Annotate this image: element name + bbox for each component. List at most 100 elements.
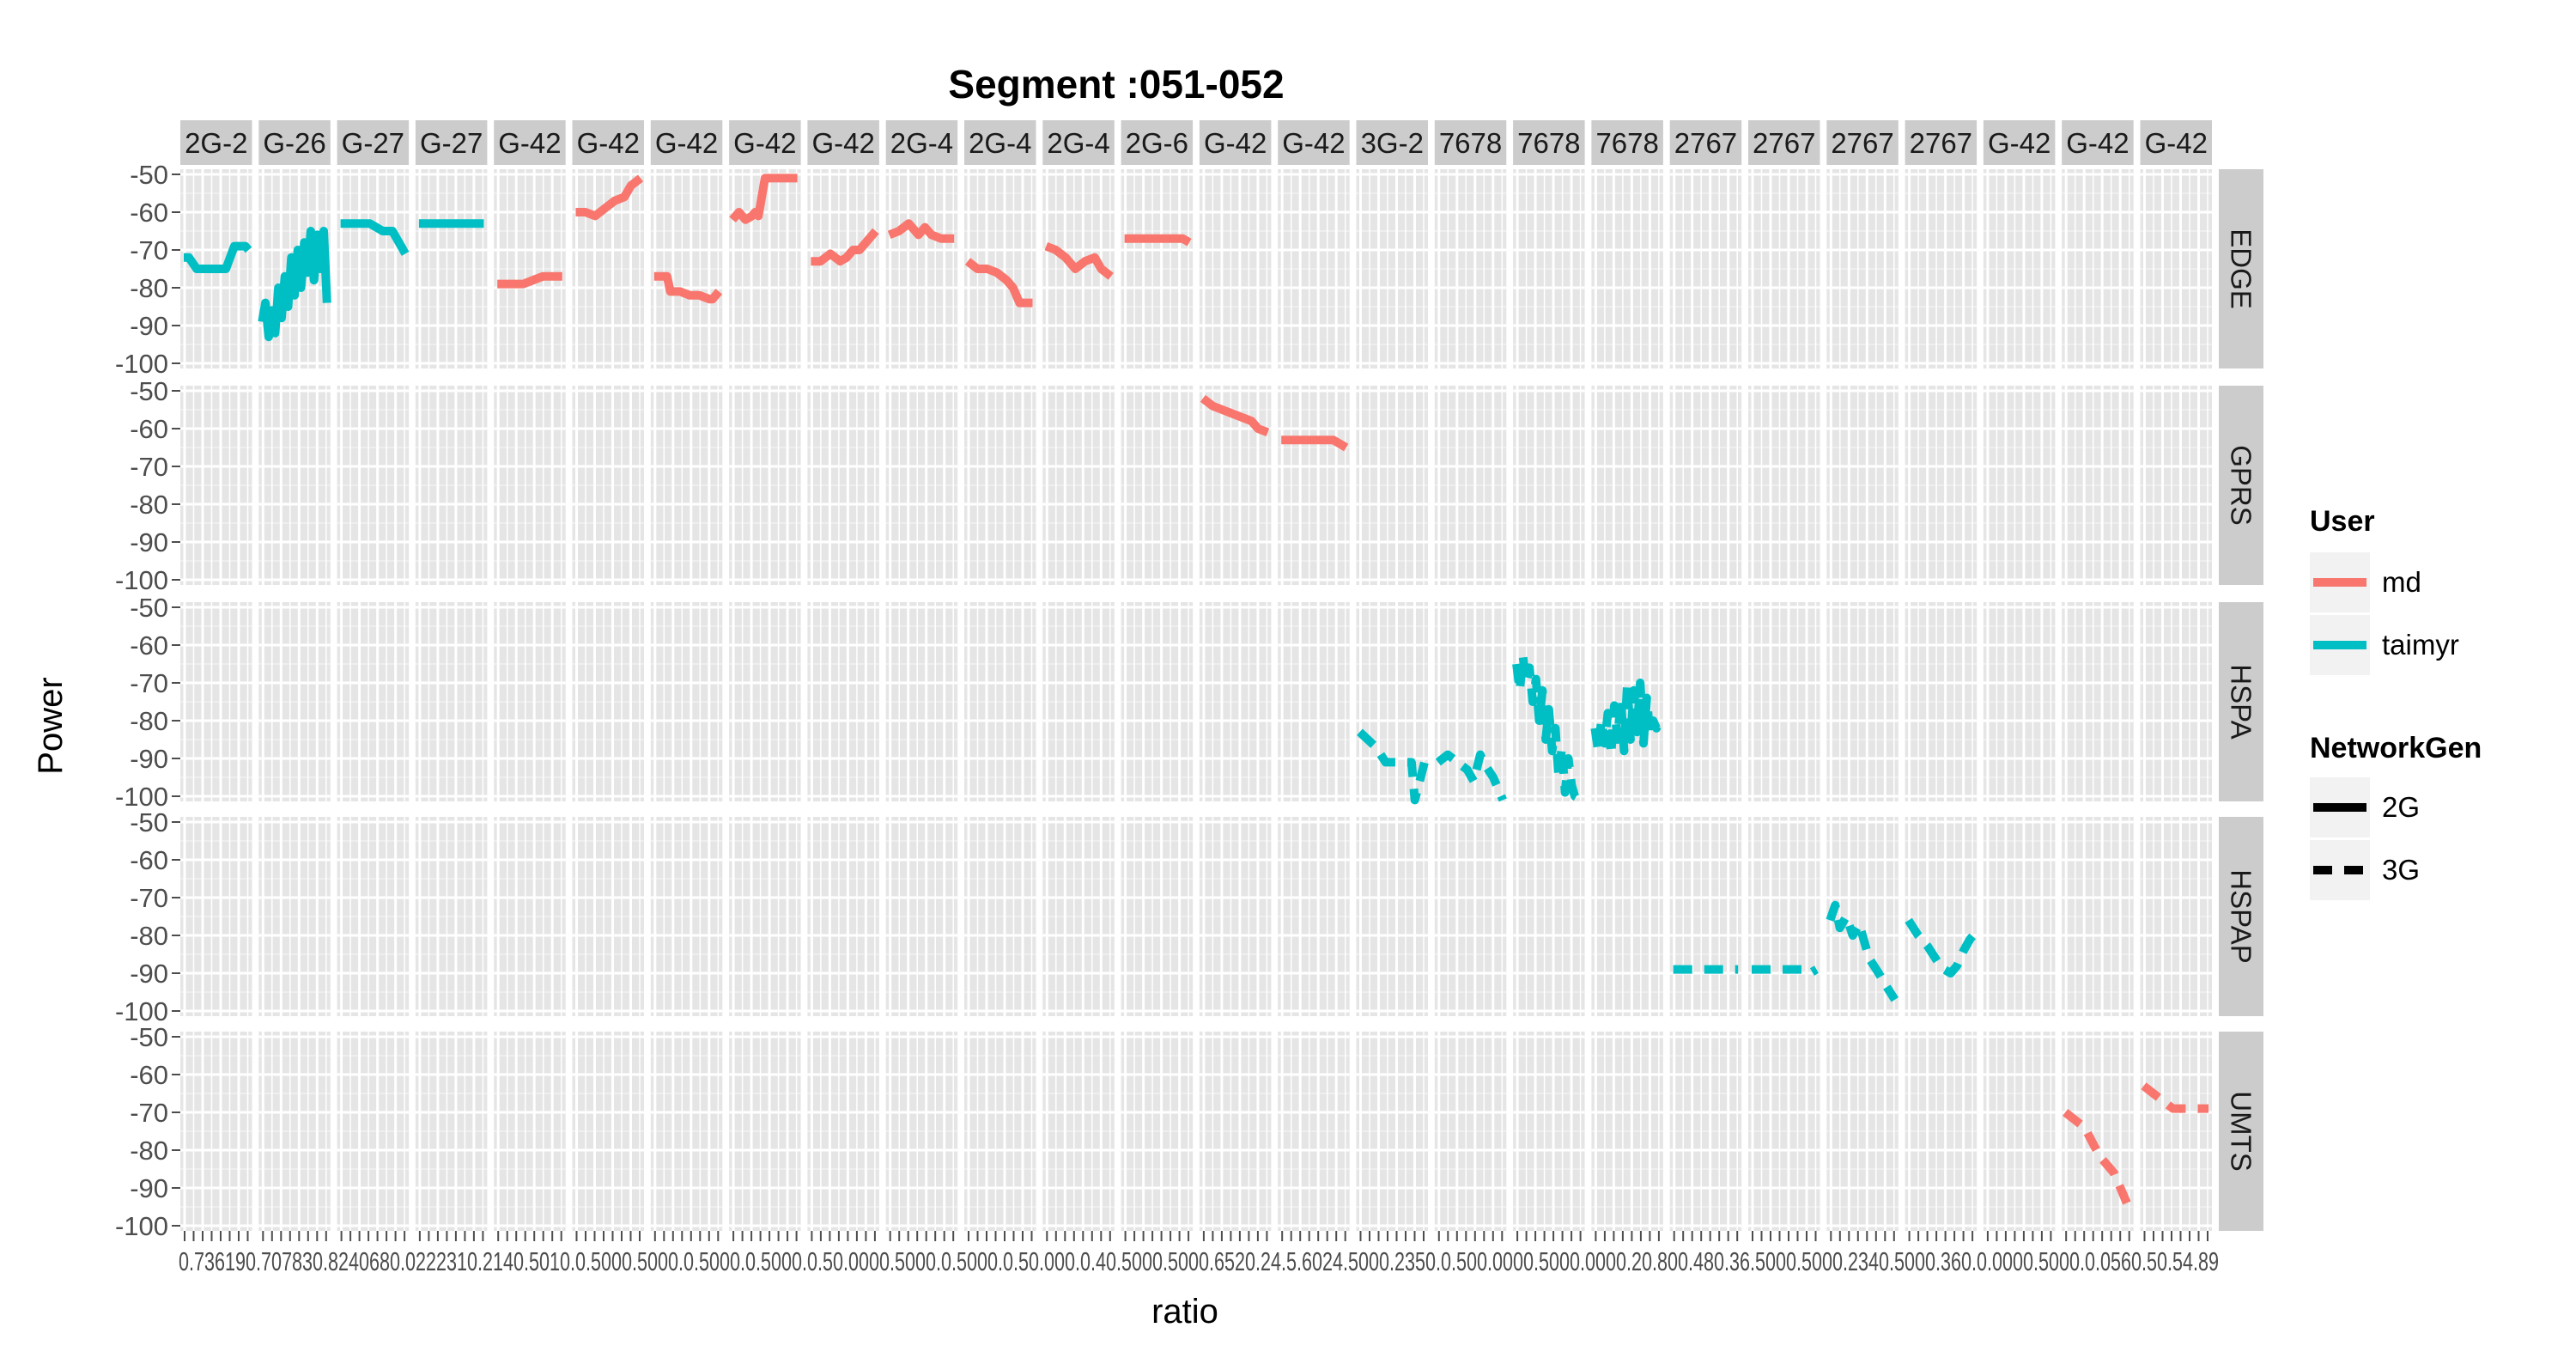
y-tick-label: -70 bbox=[130, 883, 168, 913]
column-strip-label: G-27 bbox=[342, 127, 404, 159]
y-tick-label: -70 bbox=[130, 1098, 168, 1128]
column-strip bbox=[1434, 120, 1507, 165]
series-line-md-2G bbox=[497, 271, 562, 289]
column-strip bbox=[1513, 120, 1585, 165]
column-strip bbox=[1983, 120, 2056, 165]
column-strip-label: 7678 bbox=[1439, 127, 1502, 159]
x-tick-labels: 0.736190.707830.8240680.0222310.2140.501… bbox=[179, 1246, 2219, 1276]
legend-label-md: md bbox=[2382, 566, 2421, 598]
y-tick-label: -80 bbox=[130, 490, 168, 520]
series-line-md-2G bbox=[1281, 435, 1349, 452]
column-strip bbox=[572, 120, 644, 165]
y-tick-label: -60 bbox=[130, 1060, 168, 1090]
row-strip bbox=[2219, 386, 2263, 585]
legend-title-user: User bbox=[2310, 505, 2375, 538]
y-tick-label: -90 bbox=[130, 1173, 168, 1203]
series-line-md-2G bbox=[1124, 234, 1192, 247]
column-strip bbox=[415, 120, 488, 165]
column-strip-label: G-42 bbox=[655, 127, 718, 159]
strips-layer: 2G-2 G-26 G-27 G-27 G-42 G-42 G-42 G-42 G-42 2G-4… bbox=[180, 120, 2263, 1231]
row-strip-label: HSPA bbox=[2226, 664, 2257, 739]
y-tick-label: -100 bbox=[115, 996, 168, 1026]
series-layer bbox=[184, 174, 2208, 1213]
series-line-taimyr-3G bbox=[1752, 965, 1820, 977]
series-line-taimyr-3G bbox=[1512, 652, 1584, 804]
column-strip bbox=[337, 120, 410, 165]
column-strip bbox=[494, 120, 566, 165]
y-axis: -50-60-70-80-90-100-50-60-70-80-90-100-5… bbox=[115, 160, 180, 1241]
y-tick-label: -70 bbox=[130, 668, 168, 698]
y-tick-label: -80 bbox=[130, 1136, 168, 1166]
legend-label-2G: 2G bbox=[2382, 791, 2420, 823]
column-strip bbox=[2062, 120, 2134, 165]
series-line-taimyr-3G bbox=[1826, 900, 1899, 1002]
column-strip-label: G-42 bbox=[2145, 127, 2208, 159]
row-strip-label: GPRS bbox=[2226, 445, 2257, 526]
column-strip bbox=[807, 120, 879, 165]
series-line-taimyr-3G bbox=[1590, 679, 1664, 759]
y-axis-title: Power bbox=[32, 677, 70, 774]
column-strip-label: 3G-2 bbox=[1361, 127, 1424, 159]
column-strip-label: G-27 bbox=[420, 127, 483, 159]
y-tick-label: -60 bbox=[130, 198, 168, 228]
column-strip-label: G-42 bbox=[577, 127, 640, 159]
series-line-taimyr-3G bbox=[1435, 750, 1507, 802]
column-strip-label: G-42 bbox=[498, 127, 561, 159]
y-tick-label: -100 bbox=[115, 1211, 168, 1241]
column-strip-label: G-42 bbox=[1988, 127, 2050, 159]
series-line-md-3G bbox=[2063, 1109, 2135, 1213]
column-strip bbox=[1905, 120, 1978, 165]
row-strip-label: UMTS bbox=[2226, 1091, 2257, 1172]
row-strip-label: HSPAP bbox=[2226, 869, 2257, 963]
y-tick-label: -90 bbox=[130, 959, 168, 989]
column-strip bbox=[1591, 120, 1663, 165]
column-strip bbox=[1748, 120, 1820, 165]
column-strip bbox=[1356, 120, 1428, 165]
legend-title-networkgen: NetworkGen bbox=[2310, 732, 2482, 764]
x-axis-title: ratio bbox=[1151, 1293, 1218, 1331]
column-strip bbox=[1042, 120, 1115, 165]
y-tick-label: -70 bbox=[130, 452, 168, 482]
chart-title: Segment :051-052 bbox=[948, 62, 1284, 107]
y-tick-label: -50 bbox=[130, 376, 168, 406]
column-strip-label: 2G-4 bbox=[969, 127, 1031, 159]
column-strip bbox=[729, 120, 801, 165]
y-tick-label: -90 bbox=[130, 311, 168, 341]
column-strip-label: G-42 bbox=[811, 127, 874, 159]
column-strip-label: 2G-4 bbox=[1047, 127, 1109, 159]
column-strip-label: 2767 bbox=[1910, 127, 1972, 159]
column-strip bbox=[2140, 120, 2212, 165]
column-strip bbox=[1826, 120, 1899, 165]
column-strip bbox=[180, 120, 252, 165]
column-strip-label: 7678 bbox=[1517, 127, 1580, 159]
series-line-md-3G bbox=[2141, 1082, 2208, 1113]
column-strip-label: 2767 bbox=[1674, 127, 1737, 159]
column-strip bbox=[650, 120, 723, 165]
row-strip bbox=[2219, 602, 2263, 801]
y-tick-label: -50 bbox=[130, 593, 168, 623]
y-tick-label: -90 bbox=[130, 744, 168, 774]
row-strip bbox=[2219, 1032, 2263, 1231]
column-strip-label: 7678 bbox=[1595, 127, 1658, 159]
row-strip-label: EDGE bbox=[2226, 228, 2257, 309]
series-line-taimyr-2G bbox=[258, 227, 331, 342]
series-line-taimyr-2G bbox=[340, 219, 410, 256]
y-tick-label: -80 bbox=[130, 273, 168, 303]
series-line-md-2G bbox=[964, 258, 1033, 308]
y-tick-label: -70 bbox=[130, 235, 168, 265]
column-strip bbox=[964, 120, 1036, 165]
series-line-md-2G bbox=[575, 174, 644, 221]
series-line-md-2G bbox=[1044, 241, 1114, 280]
legend-label-3G: 3G bbox=[2382, 854, 2420, 886]
column-strip-label: G-42 bbox=[1282, 127, 1345, 159]
column-strip-label: G-42 bbox=[2066, 127, 2129, 159]
y-tick-label: -100 bbox=[115, 782, 168, 812]
column-strip-label: G-42 bbox=[733, 127, 796, 159]
y-tick-label: -80 bbox=[130, 921, 168, 951]
column-strip-label: 2G-4 bbox=[890, 127, 953, 159]
column-strip bbox=[1121, 120, 1194, 165]
series-line-taimyr-3G bbox=[1357, 728, 1429, 805]
series-line-md-2G bbox=[653, 271, 723, 304]
